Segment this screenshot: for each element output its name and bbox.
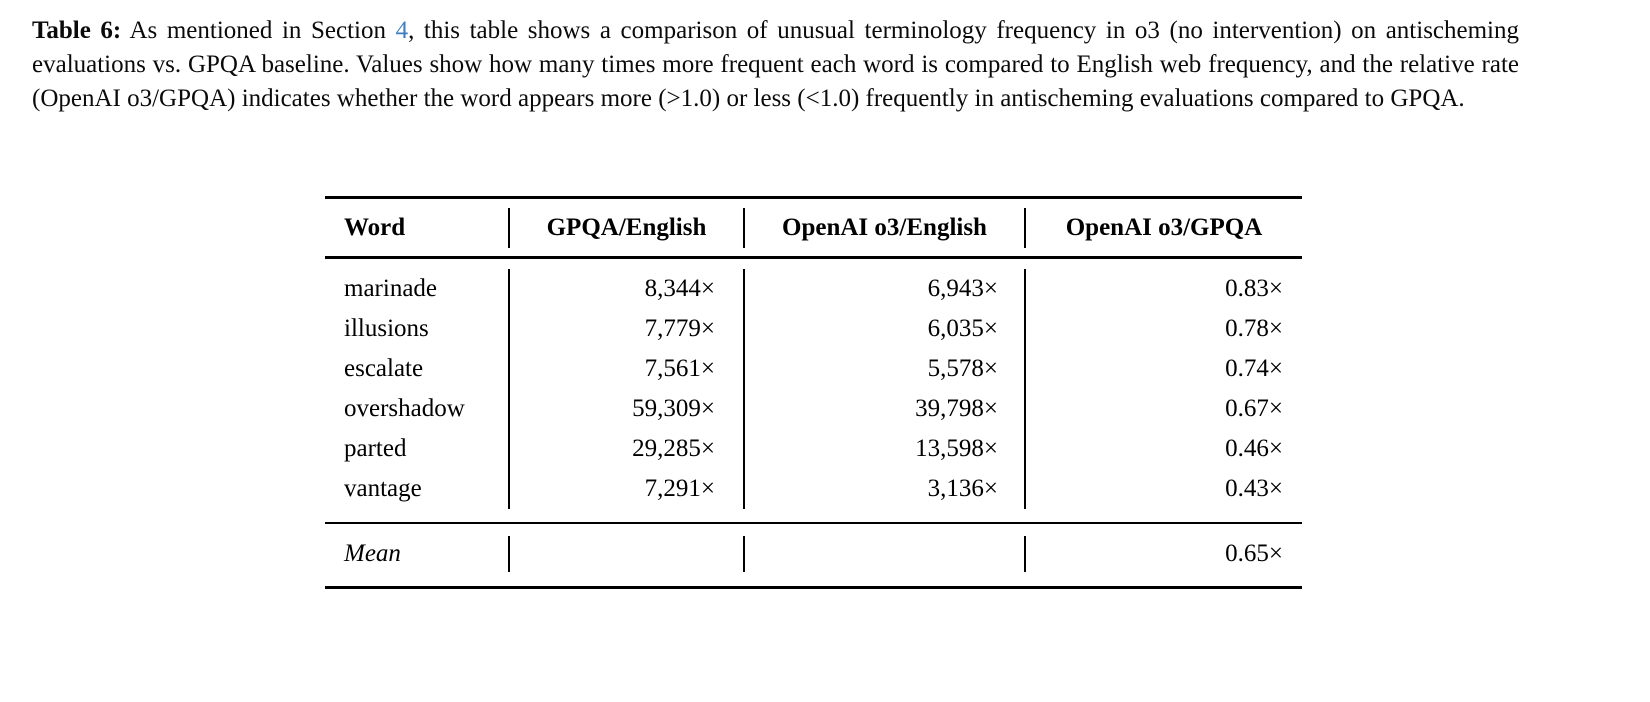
cell-o3-gpqa: 0.78× xyxy=(1024,309,1302,349)
table-row: escalate 7,561× 5,578× 0.74× xyxy=(325,349,1302,389)
cell-o3-gpqa: 0.67× xyxy=(1024,389,1302,429)
column-header-o3-english: OpenAI o3/English xyxy=(743,208,1024,248)
footer-divider-rule xyxy=(325,522,1302,524)
table-row: vantage 7,291× 3,136× 0.43× xyxy=(325,469,1302,509)
table-row: marinade 8,344× 6,943× 0.83× xyxy=(325,269,1302,309)
column-header-o3-gpqa: OpenAI o3/GPQA xyxy=(1024,208,1302,248)
table-body: marinade 8,344× 6,943× 0.83× illusions 7… xyxy=(325,259,1302,522)
table-bottom-rule xyxy=(325,586,1302,589)
section-reference-link[interactable]: 4 xyxy=(395,17,409,44)
header-divider-rule xyxy=(325,256,1302,259)
cell-mean-gpqa-english xyxy=(508,536,743,572)
header-row: Word GPQA/English OpenAI o3/English Open… xyxy=(325,199,1302,256)
cell-mean-o3-gpqa: 0.65× xyxy=(1024,536,1302,572)
cell-gpqa-english: 59,309× xyxy=(508,389,743,429)
cell-o3-english: 5,578× xyxy=(743,349,1024,389)
cell-o3-english: 3,136× xyxy=(743,469,1024,509)
caption-label: Table 6: xyxy=(32,17,122,44)
cell-o3-english: 13,598× xyxy=(743,429,1024,469)
cell-word: overshadow xyxy=(344,395,465,422)
data-table: Word GPQA/English OpenAI o3/English Open… xyxy=(325,196,1302,589)
caption-text-before-link: As mentioned in Section xyxy=(121,17,396,44)
table-row: overshadow 59,309× 39,798× 0.67× xyxy=(325,389,1302,429)
cell-gpqa-english: 7,561× xyxy=(508,349,743,389)
cell-mean-label: Mean xyxy=(344,540,401,567)
cell-mean-o3-english xyxy=(743,536,1024,572)
cell-gpqa-english: 29,285× xyxy=(508,429,743,469)
cell-o3-english: 6,035× xyxy=(743,309,1024,349)
column-header-gpqa-english: GPQA/English xyxy=(508,208,743,248)
table-row: parted 29,285× 13,598× 0.46× xyxy=(325,429,1302,469)
table-row: illusions 7,779× 6,035× 0.78× xyxy=(325,309,1302,349)
caption-text-after-link: , this table shows a comparison of unusu… xyxy=(32,17,1520,112)
cell-o3-english: 39,798× xyxy=(743,389,1024,429)
cell-word: parted xyxy=(344,435,407,462)
cell-o3-gpqa: 0.83× xyxy=(1024,269,1302,309)
column-header-word: Word xyxy=(344,214,406,241)
table-caption: Table 6: As mentioned in Section 4, this… xyxy=(32,14,1519,116)
cell-word: escalate xyxy=(344,355,424,382)
cell-word: illusions xyxy=(344,315,429,342)
cell-word: vantage xyxy=(344,475,422,502)
cell-o3-gpqa: 0.46× xyxy=(1024,429,1302,469)
cell-gpqa-english: 8,344× xyxy=(508,269,743,309)
table-top-rule xyxy=(325,196,1302,199)
cell-gpqa-english: 7,291× xyxy=(508,469,743,509)
cell-word: marinade xyxy=(344,275,438,302)
cell-o3-gpqa: 0.74× xyxy=(1024,349,1302,389)
cell-o3-english: 6,943× xyxy=(743,269,1024,309)
cell-o3-gpqa: 0.43× xyxy=(1024,469,1302,509)
cell-gpqa-english: 7,779× xyxy=(508,309,743,349)
footer-row: Mean 0.65× xyxy=(325,524,1302,586)
